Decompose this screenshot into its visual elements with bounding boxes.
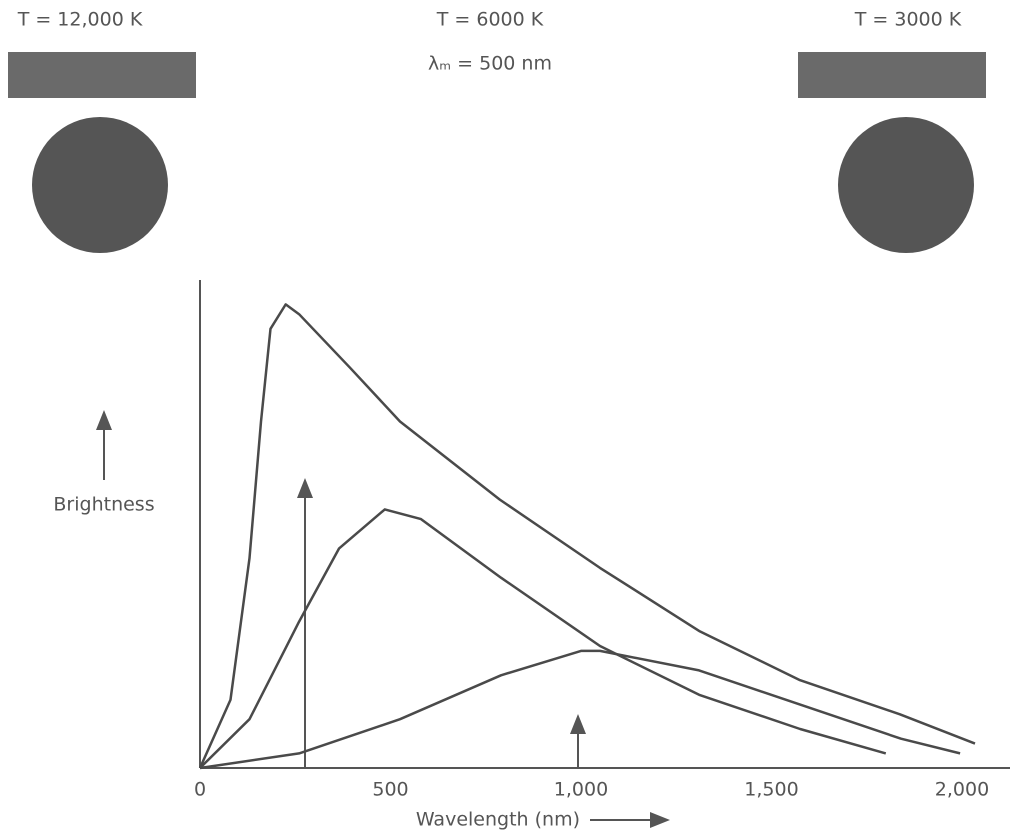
x-tick-label: 2,000 [935,779,989,801]
curve [200,509,886,768]
y-axis-label: Brightness [53,494,154,516]
curve [200,651,960,768]
annotation: T = 12,000 K [17,9,143,31]
chart: T = 12,000 K T = 6000 K λₘ = 500 nm T = … [0,0,1026,836]
annotation: T = 6000 K [436,9,544,31]
x-tick-label: 500 [372,779,408,801]
annotation: λₘ = 500 nm [428,53,552,75]
color-swatch [8,52,196,98]
x-tick-label: 0 [194,779,206,801]
annotation: T = 3000 K [854,9,962,31]
x-axis-label: Wavelength (nm) [416,809,580,831]
x-tick-label: 1,500 [744,779,798,801]
color-swatch [798,52,986,98]
star-disc [838,117,974,253]
x-tick-label: 1,000 [554,779,608,801]
curve [200,304,975,768]
star-disc [32,117,168,253]
